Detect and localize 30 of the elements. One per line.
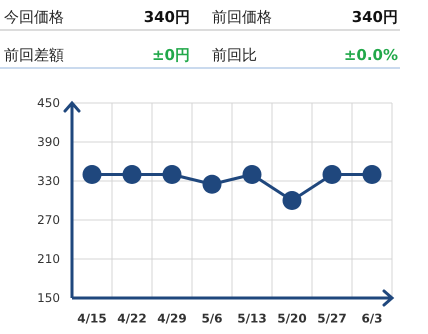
x-tick-label: 6/3: [361, 312, 383, 326]
point: [82, 165, 102, 184]
text: ±0.0%: [344, 46, 398, 64]
y-tick-label: 150: [37, 290, 60, 305]
text: ±0円: [152, 46, 190, 64]
text: 340円: [144, 8, 190, 26]
x-tick-label: 4/15: [77, 312, 107, 326]
text: 今回価格: [4, 8, 64, 26]
x-tick-label: 5/13: [237, 312, 267, 326]
y-tick-label: 390: [37, 134, 60, 149]
x-tick-label: 5/20: [277, 312, 307, 326]
text: 前回比: [212, 46, 257, 64]
x-tick-label: 4/29: [157, 312, 187, 326]
point: [322, 165, 342, 184]
text: 前回価格: [212, 8, 272, 26]
text: 前回差額: [4, 46, 64, 64]
x-tick-label: 5/6: [201, 312, 223, 326]
text: 340円: [352, 8, 398, 26]
point: [122, 165, 142, 184]
x-tick-label: 4/22: [117, 312, 147, 326]
y-tick-label: 210: [37, 252, 60, 266]
point: [282, 191, 302, 210]
y-tick-label: 450: [37, 96, 60, 110]
point: [242, 165, 262, 184]
x-tick-label: 5/27: [317, 312, 347, 326]
y-tick-label: 270: [37, 212, 60, 227]
point: [202, 174, 222, 194]
point: [362, 165, 382, 184]
y-tick-label: 330: [37, 174, 60, 188]
point: [162, 165, 182, 184]
